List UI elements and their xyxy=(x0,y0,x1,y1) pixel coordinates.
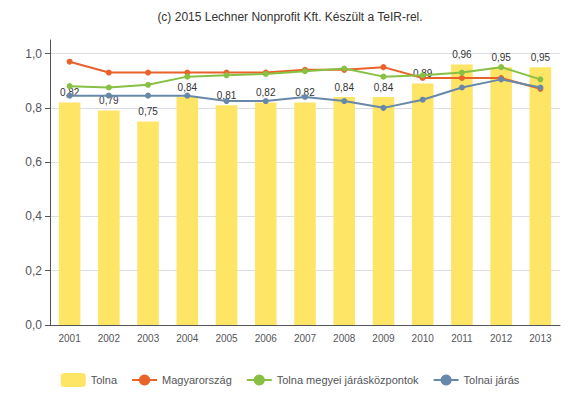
svg-text:0,95: 0,95 xyxy=(491,52,511,63)
svg-text:0,96: 0,96 xyxy=(452,49,472,60)
svg-text:2006: 2006 xyxy=(255,333,278,344)
svg-text:2007: 2007 xyxy=(294,333,317,344)
svg-text:0,0: 0,0 xyxy=(25,318,42,332)
svg-text:1,0: 1,0 xyxy=(25,47,42,61)
svg-text:0,95: 0,95 xyxy=(531,52,551,63)
svg-text:Tolna: Tolna xyxy=(91,374,118,386)
svg-text:0,4: 0,4 xyxy=(25,209,42,223)
svg-text:0,79: 0,79 xyxy=(99,95,119,107)
svg-text:2012: 2012 xyxy=(490,333,513,344)
svg-text:2011: 2011 xyxy=(451,333,473,344)
svg-text:0,6: 0,6 xyxy=(25,155,42,169)
svg-text:2003: 2003 xyxy=(137,333,160,344)
svg-text:0,2: 0,2 xyxy=(25,264,42,278)
svg-text:Tolna megyei járásközpontok: Tolna megyei járásközpontok xyxy=(277,374,419,386)
svg-text:2013: 2013 xyxy=(529,333,552,344)
svg-text:0,81: 0,81 xyxy=(216,89,237,101)
svg-text:2009: 2009 xyxy=(372,333,395,344)
svg-text:0,8: 0,8 xyxy=(25,101,42,115)
svg-text:2005: 2005 xyxy=(215,333,238,344)
svg-text:2008: 2008 xyxy=(333,333,356,344)
svg-text:(c) 2015 Lechner Nonprofit Kft: (c) 2015 Lechner Nonprofit Kft. Készült … xyxy=(157,10,422,24)
svg-text:Tolnai járás: Tolnai járás xyxy=(464,374,520,386)
svg-text:0,84: 0,84 xyxy=(178,82,198,93)
svg-text:Magyarország: Magyarország xyxy=(162,374,232,386)
svg-text:0,82: 0,82 xyxy=(295,86,315,98)
svg-text:0,75: 0,75 xyxy=(138,106,158,117)
svg-text:0,84: 0,84 xyxy=(334,82,354,93)
svg-text:0,82: 0,82 xyxy=(59,86,80,98)
svg-text:0,89: 0,89 xyxy=(413,67,433,79)
svg-text:2004: 2004 xyxy=(176,333,199,344)
svg-text:2002: 2002 xyxy=(98,333,121,344)
svg-text:2001: 2001 xyxy=(58,333,81,344)
svg-text:2010: 2010 xyxy=(412,333,435,344)
svg-text:0,84: 0,84 xyxy=(374,82,394,93)
svg-text:0,82: 0,82 xyxy=(256,87,276,98)
